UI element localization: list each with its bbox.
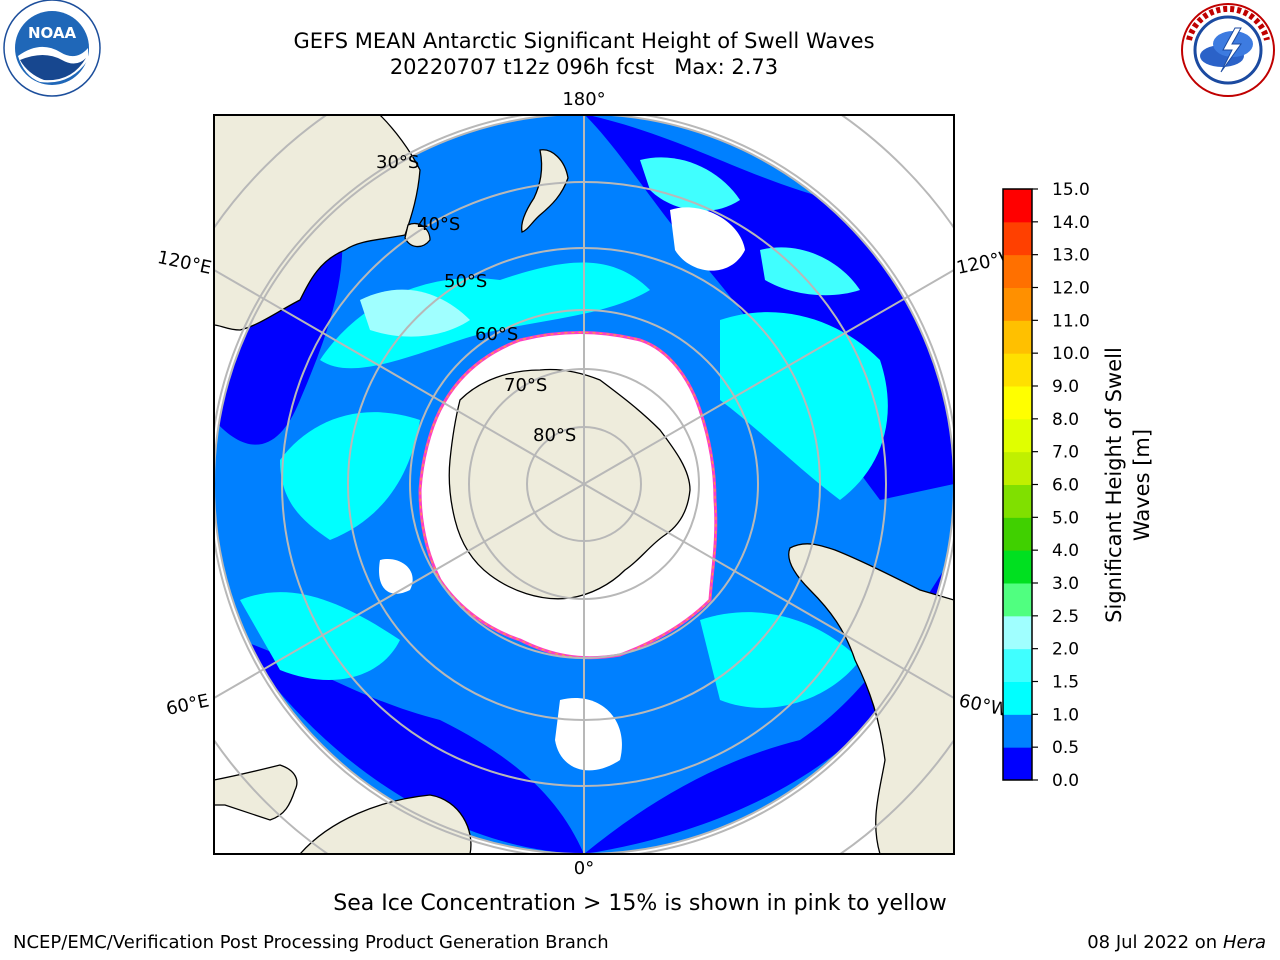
colorbar-segment — [1003, 451, 1032, 485]
colorbar-segment — [1003, 254, 1032, 288]
lat-label: 50°S — [444, 271, 487, 292]
colorbar-tick-label: 9.0 — [1052, 377, 1079, 397]
colorbar-tick-label: 8.0 — [1052, 410, 1079, 430]
colorbar-segment — [1003, 747, 1032, 781]
colorbar-tick-label: 3.0 — [1052, 574, 1079, 594]
colorbar-label: Significant Height of Swell Waves [m] — [1102, 347, 1154, 623]
colorbar-segment — [1003, 615, 1032, 650]
latitude-labels: 30°S 40°S 50°S 60°S 70°S 80°S — [376, 152, 576, 446]
colorbar-segment — [1003, 550, 1032, 584]
colorbar-segment — [1003, 517, 1032, 551]
colorbar-tick-label: 14.0 — [1052, 213, 1090, 233]
lat-label: 80°S — [533, 425, 576, 446]
colorbar-segment — [1003, 681, 1032, 715]
colorbar-segment — [1003, 583, 1032, 617]
colorbar-tick-label: 1.5 — [1052, 673, 1079, 693]
colorbar-segment — [1003, 648, 1032, 682]
footer-date: 08 Jul 2022 on Hera — [1087, 932, 1266, 953]
sea-ice — [418, 331, 718, 660]
graticule — [214, 115, 954, 854]
lon-label: 180° — [562, 89, 605, 110]
colorbar-tick-label: 0.5 — [1052, 738, 1079, 758]
lat-label: 40°S — [417, 214, 460, 235]
colorbar-segment — [1003, 484, 1032, 518]
colorbar-tick-label: 0.0 — [1052, 771, 1079, 791]
nws-logo — [1181, 3, 1275, 97]
colorbar-tick-label: 6.0 — [1052, 476, 1079, 496]
colorbar-segment — [1003, 320, 1032, 354]
lat-label: 60°S — [475, 324, 518, 345]
lon-label: 0° — [574, 858, 594, 879]
colorbar: 0.0 0.5 1.0 1.5 2.0 2.5 3.0 4.0 5.0 6.0 7.0 8.0 9.0 1… — [1002, 180, 1090, 791]
chart-subtitle: 20220707 t12z 096h fcst Max: 2.73 — [389, 55, 779, 79]
colorbar-segment — [1003, 418, 1032, 453]
footer-date-text: 08 Jul 2022 on — [1087, 932, 1218, 953]
colorbar-segment — [1003, 189, 1032, 223]
lat-label: 30°S — [376, 152, 419, 173]
colorbar-segment — [1003, 221, 1032, 256]
colorbar-tick-label: 1.0 — [1052, 705, 1079, 725]
colorbar-segment — [1003, 386, 1032, 420]
footer-machine: Hera — [1222, 932, 1266, 953]
colorbar-tick-label: 10.0 — [1052, 344, 1090, 364]
colorbar-tick-label: 5.0 — [1052, 508, 1079, 528]
lon-label: 60°W — [957, 690, 1010, 721]
noaa-logo: NOAA — [3, 0, 101, 97]
lon-label: 120°E — [155, 247, 213, 279]
colorbar-tick-label: 4.0 — [1052, 541, 1079, 561]
colorbar-segment — [1003, 353, 1032, 387]
colorbar-tick-label: 2.0 — [1052, 640, 1079, 660]
colorbar-tick-label: 7.0 — [1052, 443, 1079, 463]
colorbar-tick-label: 15.0 — [1052, 180, 1090, 200]
lat-label: 70°S — [504, 375, 547, 396]
colorbar-tick-label: 12.0 — [1052, 279, 1090, 299]
lon-label: 60°E — [164, 690, 211, 720]
noaa-logo-text: NOAA — [28, 24, 77, 42]
colorbar-segment — [1003, 714, 1032, 748]
chart-title: GEFS MEAN Antarctic Significant Height o… — [293, 29, 875, 53]
colorbar-segment — [1003, 287, 1032, 321]
colorbar-tick-label: 13.0 — [1052, 246, 1090, 266]
footer-branch: NCEP/EMC/Verification Post Processing Pr… — [13, 932, 609, 953]
map-frame — [213, 114, 955, 855]
sea-ice-caption: Sea Ice Concentration > 15% is shown in … — [333, 891, 947, 916]
colorbar-tick-label: 11.0 — [1052, 311, 1090, 331]
colorbar-tick-label: 2.5 — [1052, 607, 1079, 627]
